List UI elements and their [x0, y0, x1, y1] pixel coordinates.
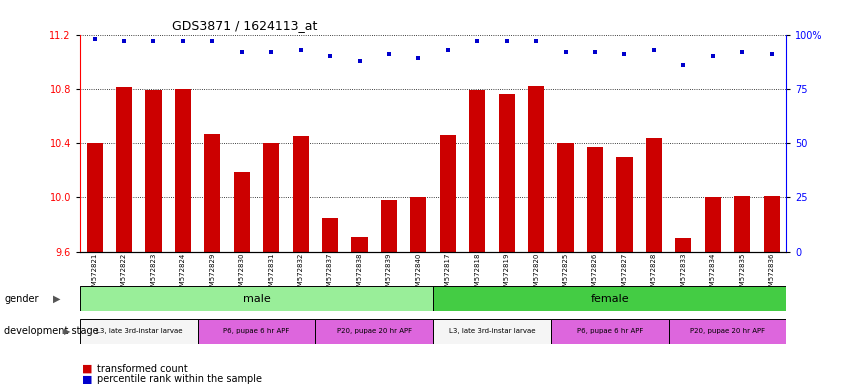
Point [117, 38, 130, 44]
Bar [234, 172, 250, 252]
Bar [616, 157, 632, 252]
Bar [315, 319, 433, 344]
Text: P20, pupae 20 hr APF: P20, pupae 20 hr APF [336, 328, 412, 334]
Point [323, 53, 336, 60]
Text: ■: ■ [82, 364, 92, 374]
Bar [734, 196, 750, 252]
Bar [322, 218, 338, 252]
Point [617, 51, 631, 57]
Point [470, 38, 484, 44]
Text: ▶: ▶ [53, 293, 61, 304]
Text: GDS3871 / 1624113_at: GDS3871 / 1624113_at [172, 19, 317, 32]
Point [735, 49, 748, 55]
Bar [263, 143, 279, 252]
Bar [764, 196, 780, 252]
Point [205, 38, 219, 44]
Point [264, 49, 278, 55]
Point [382, 51, 395, 57]
Point [500, 38, 513, 44]
Text: gender: gender [4, 293, 39, 304]
Bar [116, 88, 132, 252]
Point [676, 62, 690, 68]
Text: P6, pupae 6 hr APF: P6, pupae 6 hr APF [224, 328, 289, 334]
Point [352, 58, 366, 64]
Bar [646, 137, 662, 252]
Bar [669, 319, 786, 344]
Bar [80, 319, 198, 344]
Bar [352, 237, 368, 252]
Point [647, 47, 660, 53]
Point [294, 47, 307, 53]
Text: ■: ■ [82, 374, 92, 384]
Bar [705, 197, 721, 252]
Text: P20, pupae 20 hr APF: P20, pupae 20 hr APF [690, 328, 765, 334]
Point [411, 55, 425, 61]
Bar [410, 197, 426, 252]
Text: ▶: ▶ [64, 327, 71, 336]
Bar [145, 90, 161, 252]
Text: L3, late 3rd-instar larvae: L3, late 3rd-instar larvae [96, 328, 182, 334]
Text: female: female [590, 293, 629, 304]
Point [764, 51, 778, 57]
Bar [198, 319, 315, 344]
Text: transformed count: transformed count [97, 364, 188, 374]
Point [529, 38, 542, 44]
Point [176, 38, 189, 44]
Bar [293, 136, 309, 252]
Text: L3, late 3rd-instar larvae: L3, late 3rd-instar larvae [449, 328, 535, 334]
Bar [440, 135, 456, 252]
Point [588, 49, 601, 55]
Text: development stage: development stage [4, 326, 99, 336]
Bar [587, 147, 603, 252]
Text: male: male [243, 293, 270, 304]
Bar [87, 143, 103, 252]
Bar [433, 319, 551, 344]
Point [706, 53, 719, 60]
Text: P6, pupae 6 hr APF: P6, pupae 6 hr APF [577, 328, 643, 334]
Bar [433, 286, 786, 311]
Point [441, 47, 454, 53]
Point [235, 49, 248, 55]
Bar [469, 90, 485, 252]
Bar [675, 238, 691, 252]
Bar [381, 200, 397, 252]
Bar [551, 319, 669, 344]
Point [87, 36, 101, 42]
Bar [80, 286, 433, 311]
Bar [528, 86, 544, 252]
Bar [558, 143, 574, 252]
Text: percentile rank within the sample: percentile rank within the sample [97, 374, 262, 384]
Bar [204, 134, 220, 252]
Bar [175, 89, 191, 252]
Bar [499, 94, 515, 252]
Point [558, 49, 572, 55]
Point [146, 38, 160, 44]
